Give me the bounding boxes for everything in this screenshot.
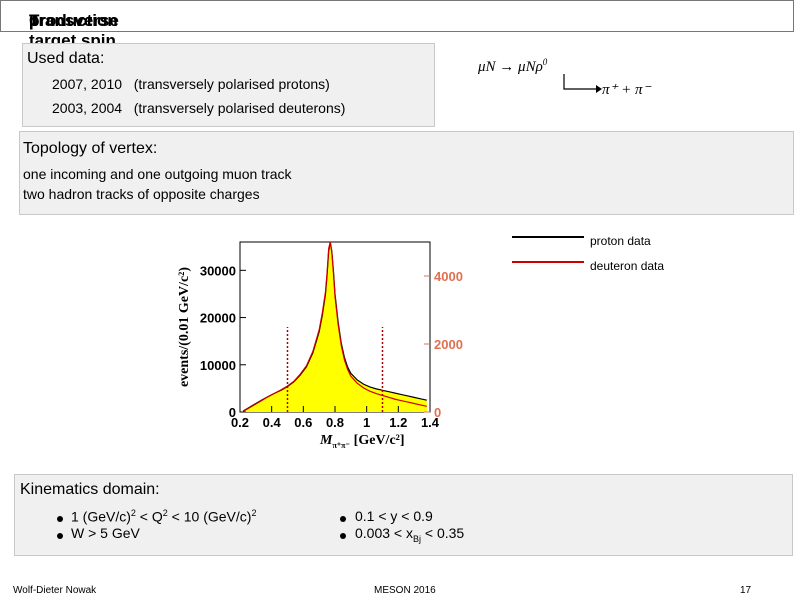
kin-xbj-pre: 0.003 < x xyxy=(355,525,413,541)
legend-label-proton: proton data xyxy=(590,234,651,248)
footer-event: MESON 2016 xyxy=(374,585,436,596)
kinematics-heading: Kinematics domain: xyxy=(20,481,160,498)
x-tick-label: 0.6 xyxy=(294,415,312,430)
slide-title-bar: Transverse target spin asymmetry for inc… xyxy=(0,0,794,130)
used-data-line-2: 2003, 2004 (transversely polarised deute… xyxy=(52,100,346,116)
kin-bullet-2 xyxy=(57,533,63,539)
used-data-line-1: 2007, 2010 (transversely polarised proto… xyxy=(52,76,330,92)
kin-q2-mid: < Q xyxy=(135,508,163,525)
y-right-tick-label: 4000 xyxy=(434,269,463,284)
reaction-lhs-sup: 0 xyxy=(542,57,548,67)
decay-products: π⁺ + π⁻ xyxy=(602,82,651,98)
kin-bullet-3 xyxy=(340,516,346,522)
kin-q2-range: 1 (GeV/c)2 < Q2 < 10 (GeV/c)2 xyxy=(71,508,256,525)
footer-page: 17 xyxy=(740,585,752,596)
topology-heading: Topology of vertex: xyxy=(23,140,158,157)
y-left-tick-label: 0 xyxy=(229,405,236,420)
reaction-formula: μN → μNρ0 xyxy=(478,57,547,76)
mass-spectrum-chart: 0.2 0.4 0.6 0.8 1 1.2 1.4010000200003000002000… xyxy=(177,241,463,450)
histogram-fill xyxy=(243,242,427,412)
kin-q2-sup1: 2 xyxy=(130,508,136,518)
kin-xbj-range: 0.003 < xBj < 0.35 xyxy=(355,525,464,544)
used-data-heading: Used data: xyxy=(27,50,105,67)
y-left-tick-label: 20000 xyxy=(200,311,236,326)
x-tick-label: 0.8 xyxy=(326,415,344,430)
decay-arrow xyxy=(563,74,602,93)
y-right-tick-label: 2000 xyxy=(434,337,463,352)
kin-q2-sup3: 2 xyxy=(251,508,257,518)
y-left-tick-label: 10000 xyxy=(200,358,236,373)
x-tick-label: 0.2 xyxy=(231,415,249,430)
legend-line-deuteron xyxy=(512,261,584,263)
legend-label-deuteron: deuteron data xyxy=(590,259,665,273)
kin-bullet-1 xyxy=(57,516,63,522)
kin-q2-sup2: 2 xyxy=(162,508,168,518)
x-tick-label: 1 xyxy=(363,415,370,430)
x-axis-label: Mπ⁺π⁻ [GeV/c²] xyxy=(319,433,405,450)
x-tick-label: 1.2 xyxy=(389,415,407,430)
kin-y-range: 0.1 < y < 0.9 xyxy=(355,508,433,524)
used-data-panel xyxy=(22,43,435,127)
title-rho-sup: 0 xyxy=(29,11,39,30)
kin-w-range: W > 5 GeV xyxy=(71,525,140,541)
y-axis-label: events/(0.01 GeV/c²) xyxy=(177,267,192,387)
topology-panel xyxy=(19,131,794,215)
kin-bullet-4 xyxy=(340,533,346,539)
topology-line-1: one incoming and one outgoing muon track xyxy=(23,166,292,182)
title-rho: ρ xyxy=(29,11,40,30)
kin-q2-pre: 1 (GeV/c) xyxy=(71,508,131,525)
kinematics-panel xyxy=(14,474,793,556)
y-left-tick-label: 30000 xyxy=(200,263,236,278)
kin-q2-mid2: < 10 (GeV/c) xyxy=(167,508,252,525)
kin-xbj-sub: Bj xyxy=(413,533,422,544)
topology-line-2: two hadron tracks of opposite charges xyxy=(23,186,260,202)
series-line-deuteron xyxy=(242,241,427,412)
footer-author: Wolf-Dieter Nowak xyxy=(13,585,97,596)
reaction-lhs: μN → μNρ xyxy=(478,59,543,75)
x-tick-label: 0.4 xyxy=(263,415,282,430)
kin-xbj-post: < 0.35 xyxy=(421,525,465,541)
x-tick-label: 1.4 xyxy=(421,415,440,430)
legend-line-proton xyxy=(512,236,584,238)
title-tail: production xyxy=(29,11,118,30)
y-right-tick-label: 0 xyxy=(434,405,441,420)
